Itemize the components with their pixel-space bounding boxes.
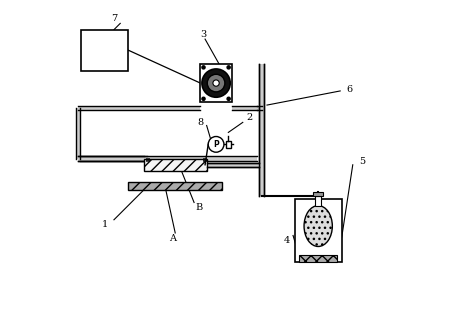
Text: A: A <box>169 234 175 243</box>
Text: 6: 6 <box>346 85 353 94</box>
Text: 2: 2 <box>246 113 252 122</box>
Bar <box>295 199 342 262</box>
Circle shape <box>207 74 225 92</box>
Circle shape <box>227 97 230 100</box>
Text: 8: 8 <box>197 118 203 127</box>
Bar <box>315 196 322 206</box>
Circle shape <box>227 66 230 69</box>
Bar <box>200 64 232 102</box>
Circle shape <box>202 66 205 69</box>
Text: 7: 7 <box>111 14 117 23</box>
Circle shape <box>208 137 224 152</box>
Bar <box>207 163 259 167</box>
Bar <box>78 106 200 110</box>
Bar <box>78 156 257 161</box>
Bar <box>208 163 259 167</box>
Bar <box>80 156 144 161</box>
Text: B: B <box>195 203 202 212</box>
Text: 1: 1 <box>101 220 108 229</box>
Circle shape <box>202 97 205 100</box>
Bar <box>76 108 80 158</box>
Text: 3: 3 <box>200 30 207 39</box>
Text: 4: 4 <box>284 236 290 245</box>
Bar <box>257 106 262 110</box>
Text: P: P <box>213 140 219 149</box>
Text: 5: 5 <box>359 157 365 166</box>
Bar <box>259 64 264 196</box>
Ellipse shape <box>304 206 332 247</box>
Bar <box>81 30 128 70</box>
Bar <box>232 106 257 110</box>
Bar <box>78 156 147 161</box>
Bar <box>226 141 231 147</box>
Bar <box>313 192 323 196</box>
Bar <box>128 182 222 190</box>
Circle shape <box>202 69 230 97</box>
Bar <box>144 158 207 171</box>
Bar <box>299 255 337 262</box>
Bar <box>259 64 264 196</box>
Circle shape <box>213 80 219 86</box>
